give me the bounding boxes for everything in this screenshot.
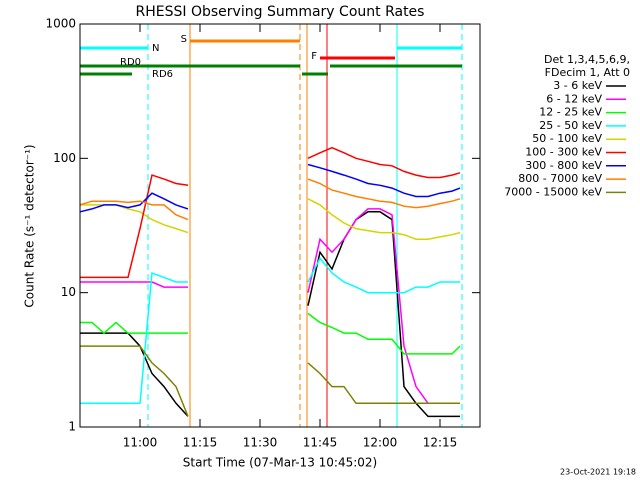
y-tick-label: 1000 bbox=[45, 17, 76, 31]
legend-header: Det 1,3,4,5,6,9, bbox=[544, 53, 630, 66]
legend-label: 7000 - 15000 keV bbox=[504, 185, 602, 198]
legend-label: 6 - 12 keV bbox=[546, 92, 602, 105]
x-tick-label: 11:00 bbox=[123, 436, 158, 450]
series-line bbox=[80, 146, 461, 279]
legend-label: 100 - 300 keV bbox=[525, 146, 602, 159]
y-axis-label: Count Rate (s⁻¹ detector⁻¹) bbox=[23, 144, 37, 307]
series-line bbox=[80, 257, 460, 405]
x-tick-label: 12:00 bbox=[363, 436, 398, 450]
legend-label: 3 - 6 keV bbox=[553, 79, 602, 92]
x-axis-label: Start Time (07-Mar-13 10:45:02) bbox=[183, 456, 377, 470]
plot-frame bbox=[79, 23, 481, 428]
x-tick-label: 12:15 bbox=[423, 436, 458, 450]
flag-label: S bbox=[181, 34, 187, 45]
y-tick-label: 10 bbox=[61, 285, 76, 299]
footer: 23-Oct-2021 19:18 bbox=[560, 468, 636, 477]
legend-label: 300 - 800 keV bbox=[525, 159, 602, 172]
flag-label: RD0 bbox=[120, 57, 141, 68]
x-tick-label: 11:15 bbox=[183, 436, 218, 450]
legend-label: 800 - 7000 keV bbox=[518, 172, 602, 185]
legend-label: 12 - 25 keV bbox=[539, 106, 602, 119]
series-line bbox=[79, 178, 461, 221]
chart-title: RHESSI Observing Summary Count Rates bbox=[136, 4, 425, 20]
series-line bbox=[80, 312, 461, 355]
x-tick-label: 11:45 bbox=[303, 436, 338, 450]
flag-label: N bbox=[152, 43, 159, 54]
y-tick-label: 1 bbox=[68, 420, 76, 434]
legend-header: FDecim 1, Att 0 bbox=[545, 66, 630, 79]
series-line bbox=[80, 345, 460, 417]
flag-label: RD6 bbox=[152, 69, 173, 80]
series-line bbox=[80, 211, 460, 418]
legend-label: 50 - 100 keV bbox=[532, 132, 602, 145]
x-tick-label: 11:30 bbox=[243, 436, 278, 450]
series-line bbox=[80, 198, 461, 240]
legend-label: 25 - 50 keV bbox=[539, 119, 602, 132]
flag-label: F bbox=[311, 51, 317, 62]
series-line bbox=[79, 163, 461, 213]
y-tick-label: 100 bbox=[53, 151, 76, 165]
